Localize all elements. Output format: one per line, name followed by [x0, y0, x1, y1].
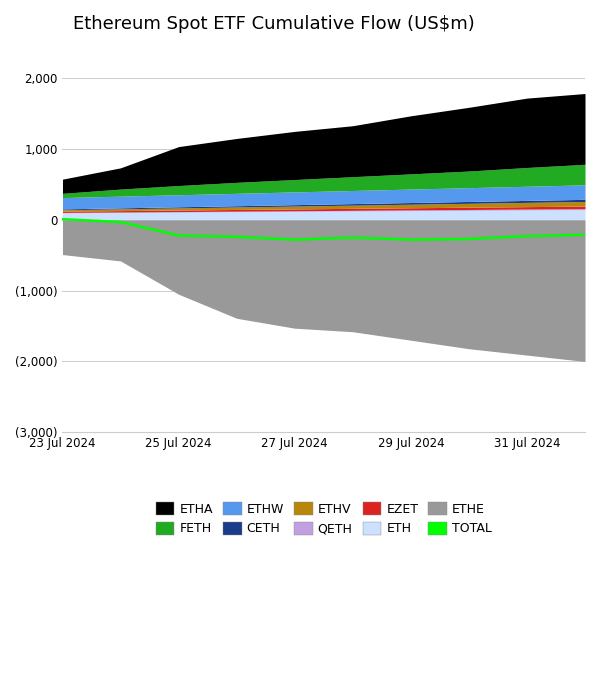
Text: Ethereum Spot ETF Cumulative Flow (US$m): Ethereum Spot ETF Cumulative Flow (US$m) — [73, 15, 475, 33]
Legend: ETHA, FETH, ETHW, CETH, ETHV, QETH, EZET, ETH, ETHE, TOTAL: ETHA, FETH, ETHW, CETH, ETHV, QETH, EZET… — [151, 497, 497, 541]
